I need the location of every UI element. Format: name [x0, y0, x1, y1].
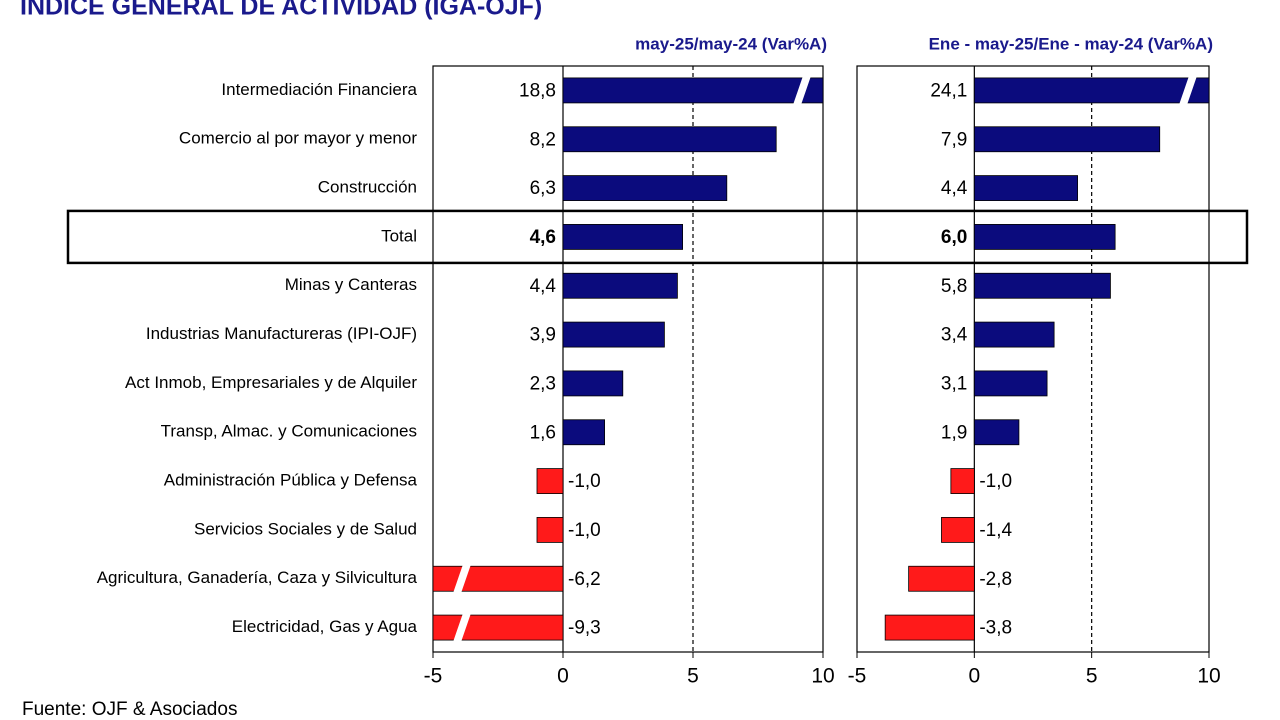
category-label: Comercio al por mayor y menor	[179, 129, 417, 148]
value-label: 8,2	[530, 129, 556, 150]
x-tick-label: -5	[424, 665, 443, 688]
bar	[536, 517, 564, 543]
axis-break	[453, 613, 471, 643]
value-label: 4,4	[530, 276, 557, 297]
category-label: Total	[381, 226, 417, 245]
bar	[973, 321, 1055, 348]
value-label: 4,6	[530, 227, 556, 248]
bar	[973, 224, 1116, 250]
category-label: Agricultura, Ganadería, Caza y Silvicult…	[97, 568, 418, 587]
x-tick-label: 0	[557, 665, 569, 688]
bar	[950, 468, 975, 494]
value-label: -1,4	[979, 520, 1012, 541]
panel-title: may-25/may-24 (Var%A)	[635, 34, 827, 53]
category-label: Servicios Sociales y de Salud	[194, 519, 417, 538]
axis-break	[453, 564, 471, 594]
chart-title: INDICE GENERAL DE ACTIVIDAD (IGA-OJF)	[20, 0, 542, 21]
category-label: Industrias Manufactureras (IPI-OJF)	[146, 324, 417, 343]
x-tick-label: 0	[968, 665, 980, 688]
bar	[973, 370, 1048, 397]
category-label: Act Inmob, Empresariales y de Alquiler	[125, 373, 417, 392]
x-tick-label: 5	[687, 665, 699, 688]
value-label: 3,4	[941, 325, 968, 346]
category-label: Minas y Canteras	[285, 275, 417, 294]
bar	[973, 126, 1161, 153]
value-label: -1,0	[568, 471, 601, 492]
value-label: 5,8	[941, 276, 967, 297]
bar	[562, 370, 624, 397]
bar	[973, 272, 1111, 299]
value-label: 3,1	[941, 373, 967, 394]
value-label: -1,0	[568, 520, 601, 541]
value-label: 1,9	[941, 422, 967, 443]
bar	[562, 77, 824, 104]
value-label: 3,9	[530, 325, 556, 346]
bar	[536, 468, 564, 494]
bar	[941, 517, 975, 543]
value-label: -3,8	[979, 618, 1012, 639]
bar	[562, 321, 665, 348]
value-label: 7,9	[941, 129, 967, 150]
bar	[562, 224, 683, 250]
value-label: -1,0	[979, 471, 1012, 492]
bar	[884, 614, 975, 641]
bar	[562, 272, 678, 299]
x-tick-label: 5	[1086, 665, 1098, 688]
axis-break	[1179, 75, 1197, 105]
category-label: Electricidad, Gas y Agua	[232, 617, 418, 636]
x-tick-label: 10	[811, 665, 834, 688]
value-label: 4,4	[941, 178, 968, 199]
plot-frame	[856, 65, 1210, 653]
value-label: 6,3	[530, 178, 556, 199]
bar	[432, 614, 564, 641]
x-tick-label: -5	[848, 665, 867, 688]
bar	[973, 419, 1020, 446]
axis-break	[793, 75, 811, 105]
value-label: -2,8	[979, 569, 1012, 590]
value-label: 24,1	[930, 80, 967, 101]
value-label: -6,2	[568, 569, 601, 590]
plot-frame	[432, 65, 824, 653]
source: Fuente: OJF & Asociados	[22, 699, 237, 720]
value-label: -9,3	[568, 618, 601, 639]
value-label: 2,3	[530, 373, 556, 394]
category-label: Intermediación Financiera	[221, 80, 417, 99]
value-label: 1,6	[530, 422, 556, 443]
bar	[973, 77, 1210, 104]
bar	[908, 565, 975, 592]
category-label: Construcción	[318, 178, 417, 197]
value-label: 18,8	[519, 80, 556, 101]
bar	[432, 565, 564, 592]
category-label: Administración Pública y Defensa	[164, 471, 418, 490]
bar	[562, 419, 605, 446]
category-label: Transp, Almac. y Comunicaciones	[161, 422, 417, 441]
value-label: 6,0	[941, 227, 967, 248]
highlight-box	[66, 209, 1249, 265]
x-tick-label: 10	[1197, 665, 1220, 688]
panel-title: Ene - may-25/Ene - may-24 (Var%A)	[929, 34, 1213, 53]
bar	[562, 175, 728, 201]
bar	[973, 175, 1078, 201]
bar	[562, 126, 777, 153]
